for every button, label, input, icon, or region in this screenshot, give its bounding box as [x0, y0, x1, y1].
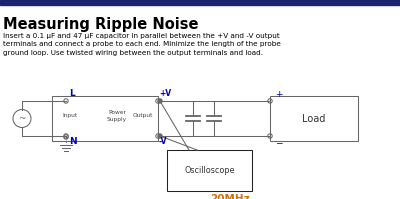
Text: Power: Power: [108, 110, 126, 115]
Text: Supply: Supply: [107, 117, 127, 122]
Text: 20MHz: 20MHz: [210, 194, 250, 199]
Text: N: N: [69, 137, 77, 146]
Text: ~: ~: [18, 114, 26, 124]
Bar: [0, 0, 400, 5]
Text: Load: Load: [302, 113, 326, 124]
Text: Insert a 0.1 μF and 47 μF capacitor in parallel between the +V and -V output
ter: Insert a 0.1 μF and 47 μF capacitor in p…: [3, 33, 281, 56]
Text: −: −: [275, 138, 282, 147]
Text: L: L: [69, 89, 75, 98]
Text: Output: Output: [133, 113, 153, 118]
Text: Measuring Ripple Noise: Measuring Ripple Noise: [3, 17, 198, 32]
Text: +V: +V: [159, 89, 171, 98]
Circle shape: [158, 134, 162, 138]
Bar: [52, 96, 158, 141]
Circle shape: [158, 99, 162, 103]
Text: Oscilloscope: Oscilloscope: [184, 166, 235, 175]
Text: -V: -V: [159, 137, 168, 146]
Text: Input: Input: [62, 113, 78, 118]
Bar: [167, 150, 252, 191]
Bar: [270, 96, 358, 141]
Text: +: +: [275, 90, 282, 99]
